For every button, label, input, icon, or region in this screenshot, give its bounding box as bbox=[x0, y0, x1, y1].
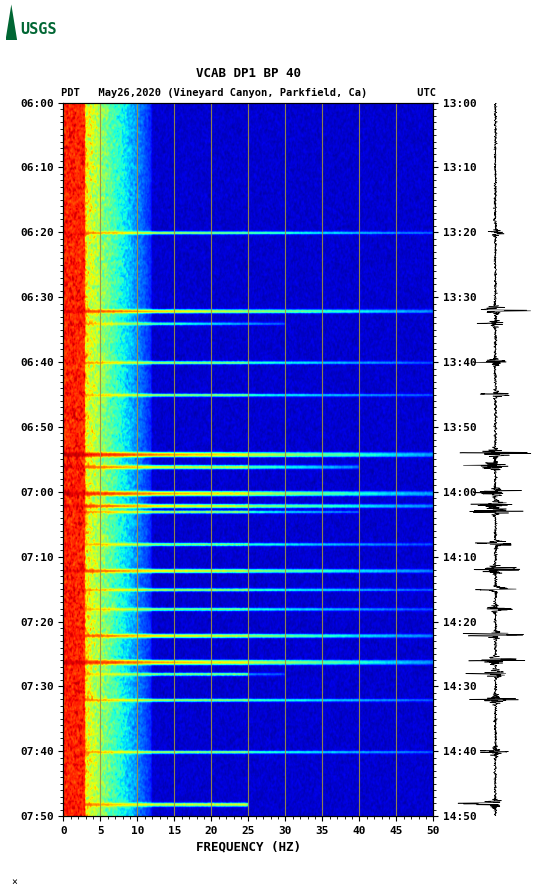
Polygon shape bbox=[6, 4, 17, 40]
Text: USGS: USGS bbox=[20, 21, 57, 37]
Text: VCAB DP1 BP 40: VCAB DP1 BP 40 bbox=[196, 67, 301, 80]
Text: ×: × bbox=[11, 877, 17, 887]
Text: PDT   May26,2020 (Vineyard Canyon, Parkfield, Ca)        UTC: PDT May26,2020 (Vineyard Canyon, Parkfie… bbox=[61, 88, 436, 98]
X-axis label: FREQUENCY (HZ): FREQUENCY (HZ) bbox=[196, 840, 301, 853]
